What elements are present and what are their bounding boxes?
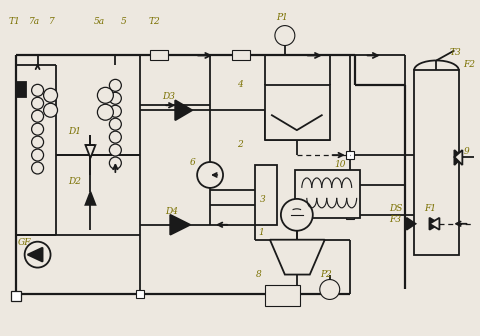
Polygon shape <box>175 100 192 120</box>
Text: 1: 1 <box>257 228 263 237</box>
Text: T2: T2 <box>148 16 160 26</box>
Circle shape <box>97 104 113 120</box>
Text: T1: T1 <box>9 16 20 26</box>
Text: D4: D4 <box>165 207 178 216</box>
Circle shape <box>109 144 121 156</box>
Text: 5: 5 <box>120 16 126 26</box>
Bar <box>254 165 276 225</box>
Text: 10: 10 <box>334 160 346 169</box>
Bar <box>264 85 329 140</box>
Circle shape <box>44 88 58 102</box>
Bar <box>150 50 168 60</box>
Circle shape <box>24 242 50 267</box>
Circle shape <box>32 149 44 161</box>
Polygon shape <box>454 150 461 165</box>
Text: F3: F3 <box>389 215 401 224</box>
Text: P2: P2 <box>319 269 331 279</box>
Bar <box>345 151 353 159</box>
Circle shape <box>197 162 223 188</box>
Bar <box>345 211 353 219</box>
Text: 6: 6 <box>190 158 195 167</box>
Text: 3: 3 <box>259 195 265 204</box>
Circle shape <box>109 131 121 143</box>
Polygon shape <box>27 248 43 262</box>
Circle shape <box>109 79 121 91</box>
Circle shape <box>280 199 312 231</box>
Circle shape <box>319 280 339 299</box>
Text: 7a: 7a <box>28 16 40 26</box>
Circle shape <box>32 136 44 148</box>
Polygon shape <box>454 150 461 165</box>
Text: F1: F1 <box>423 204 435 213</box>
Circle shape <box>44 103 58 117</box>
Text: T3: T3 <box>448 48 460 57</box>
Text: 9: 9 <box>462 147 468 156</box>
Bar <box>264 285 299 306</box>
Text: P1: P1 <box>276 13 287 22</box>
Circle shape <box>32 97 44 109</box>
Bar <box>11 292 21 301</box>
Polygon shape <box>85 192 95 205</box>
Text: D2: D2 <box>68 177 81 186</box>
Text: 5a: 5a <box>93 16 104 26</box>
Circle shape <box>32 84 44 96</box>
Polygon shape <box>406 218 415 230</box>
Text: 4: 4 <box>237 80 242 89</box>
Circle shape <box>32 110 44 122</box>
Circle shape <box>275 26 294 45</box>
Bar <box>16 82 25 97</box>
Text: F2: F2 <box>462 60 474 70</box>
Bar <box>294 170 359 218</box>
Polygon shape <box>269 240 324 275</box>
Circle shape <box>109 157 121 169</box>
Polygon shape <box>429 218 439 230</box>
Polygon shape <box>85 145 95 158</box>
Circle shape <box>97 87 113 103</box>
Text: 8: 8 <box>255 269 261 279</box>
Circle shape <box>32 162 44 174</box>
Bar <box>231 50 250 60</box>
Bar <box>136 291 144 298</box>
Circle shape <box>109 118 121 130</box>
Circle shape <box>109 92 121 104</box>
Text: GF: GF <box>18 238 31 247</box>
Polygon shape <box>170 215 190 235</box>
Text: D3: D3 <box>162 92 175 101</box>
Text: D1: D1 <box>68 127 81 136</box>
Text: 7: 7 <box>48 16 54 26</box>
Text: 2: 2 <box>237 140 242 149</box>
Polygon shape <box>429 218 439 230</box>
Text: DS: DS <box>389 204 402 213</box>
Circle shape <box>32 123 44 135</box>
Bar <box>414 71 458 255</box>
Circle shape <box>109 105 121 117</box>
